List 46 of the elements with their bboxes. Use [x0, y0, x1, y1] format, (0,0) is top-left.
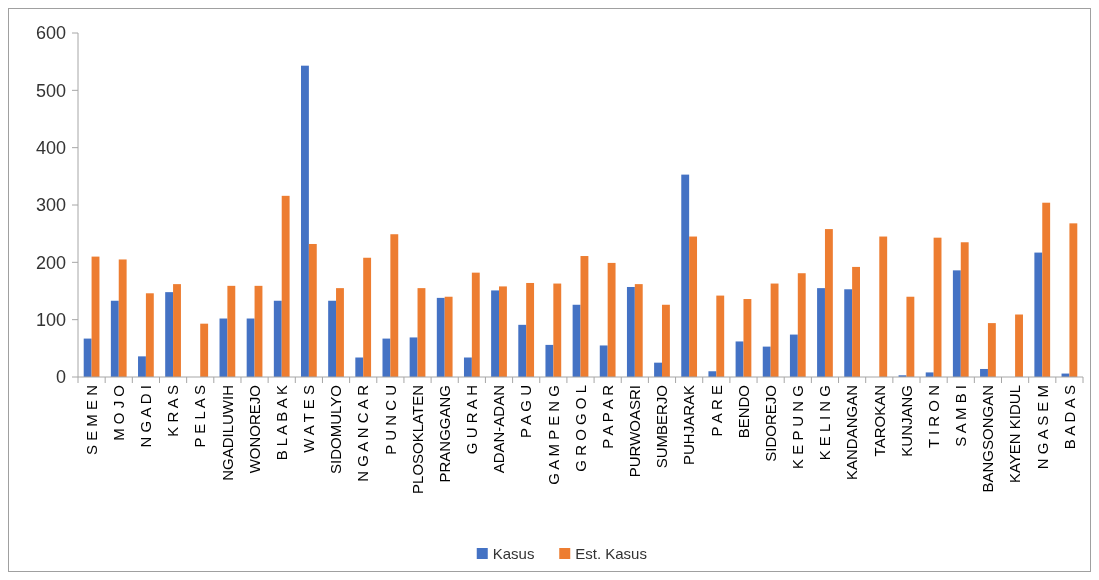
y-tick-label: 600 [35, 23, 66, 44]
x-tick-label: NGADILUWIH [218, 385, 236, 481]
x-tick-label: N G A S E M [1033, 385, 1051, 470]
x-tick-label: K E L I N G [816, 385, 834, 461]
x-tick-label: N G A D I [137, 385, 155, 448]
y-tick-label: 300 [35, 195, 66, 216]
x-tick-label: ADAN-ADAN [490, 385, 508, 474]
x-tick-label: SIDOREJO [761, 385, 779, 462]
x-tick-label: B A D A S [1060, 385, 1078, 450]
x-tick-label: PURWOASRI [626, 385, 644, 478]
x-tick-label: PRANGGANG [435, 385, 453, 483]
x-tick-label: KAYEN KIDUL [1006, 385, 1024, 484]
x-tick-label: K E P U N G [789, 385, 807, 469]
y-tick-label: 500 [35, 80, 66, 101]
x-tick-label: M O J O [109, 385, 127, 441]
x-tick-label: S E M E N [82, 385, 100, 456]
x-tick-label: N G A N C A R [354, 384, 372, 482]
x-tick-label: G U R A H [463, 385, 481, 455]
y-tick-label: 200 [35, 252, 66, 273]
legend-label: Kasus [492, 545, 535, 563]
y-tick-label: 0 [55, 367, 66, 388]
x-tick-label: KANDANGAN [843, 385, 861, 481]
x-tick-label: P A P A R [598, 384, 616, 449]
x-tick-label: BENDO [734, 385, 752, 439]
x-tick-label: G R O G O L [571, 385, 589, 472]
x-tick-label: S A M B I [952, 385, 970, 447]
x-tick-label: T I R O N [924, 385, 942, 449]
y-tick-label: 400 [35, 137, 66, 158]
x-tick-label: SUMBERJO [653, 385, 671, 469]
x-tick-label: BANGSONGAN [979, 385, 997, 493]
x-tick-label: B L A B A K [272, 385, 290, 461]
x-tick-label: W A T E S [300, 385, 318, 453]
x-tick-label: SIDOMULYO [327, 385, 345, 474]
x-tick-label: PLOSOKLATEN [408, 385, 426, 494]
x-tick-label: G A M P E N G [544, 385, 562, 485]
x-tick-label: TAROKAN [870, 385, 888, 457]
x-tick-label: P A G U [517, 385, 535, 439]
x-tick-label: PUHJARAK [680, 385, 698, 466]
legend-label: Est. Kasus [575, 545, 647, 563]
x-tick-label: P U N C U [381, 385, 399, 455]
y-tick-label: 100 [35, 309, 66, 330]
x-tick-label: WONOREJO [245, 385, 263, 474]
x-tick-label: KUNJANG [897, 385, 915, 457]
x-tick-label: P A R E [707, 385, 725, 437]
x-tick-label: P E L A S [191, 385, 209, 448]
x-tick-label: K R A S [164, 385, 182, 437]
